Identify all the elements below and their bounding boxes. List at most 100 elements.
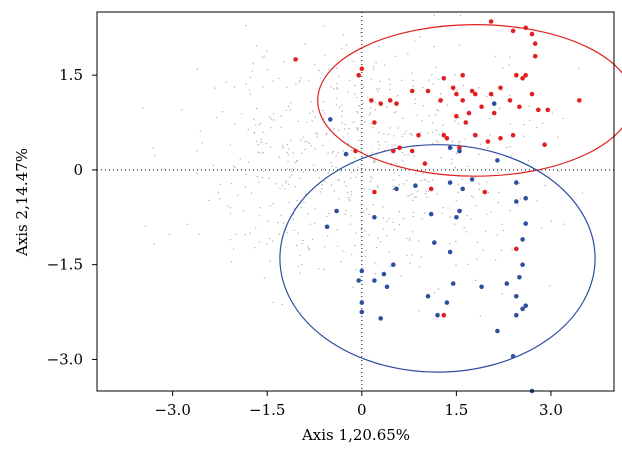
background-point [270, 127, 272, 129]
background-point [528, 105, 530, 107]
background-point [440, 156, 442, 159]
background-point [497, 172, 499, 174]
background-point [335, 166, 337, 168]
background-point [412, 211, 415, 214]
background-point [431, 131, 434, 133]
background-point [470, 218, 472, 220]
background-point [374, 262, 376, 264]
red-data-point [460, 72, 466, 78]
background-point [373, 159, 375, 161]
y-axis-title: Axis 2,14.47% [13, 148, 31, 257]
blue-data-point [334, 208, 339, 214]
background-point [314, 208, 316, 210]
background-point [293, 207, 296, 210]
background-point [350, 253, 353, 256]
background-point [441, 212, 443, 214]
background-point [411, 254, 413, 256]
background-point [337, 152, 339, 154]
background-point [332, 150, 335, 153]
background-point [289, 109, 292, 111]
background-point [536, 200, 538, 202]
blue-data-point [447, 249, 453, 255]
background-point [367, 97, 369, 99]
background-point [196, 68, 198, 70]
background-point [402, 183, 405, 185]
red-data-point [532, 41, 538, 46]
background-point [475, 279, 477, 282]
background-point [433, 170, 435, 173]
background-point [500, 249, 503, 252]
y-tick-label: 0 [73, 161, 83, 179]
background-point [389, 265, 391, 268]
background-point [338, 76, 340, 78]
blue-data-point [514, 312, 519, 318]
background-point [286, 86, 288, 89]
blue-data-point [435, 312, 440, 318]
background-point [353, 170, 355, 172]
background-point [420, 256, 423, 258]
background-point [255, 227, 257, 230]
red-data-point [482, 189, 488, 195]
background-point [498, 191, 500, 194]
background-point [251, 70, 253, 73]
background-point [492, 95, 495, 97]
background-point [282, 146, 284, 149]
background-point [350, 171, 353, 174]
background-point [342, 34, 345, 36]
red-data-point [463, 120, 469, 125]
background-point [245, 173, 247, 176]
background-point [398, 174, 400, 177]
plot-frame [96, 11, 615, 392]
background-point [420, 180, 422, 182]
background-point [487, 192, 490, 194]
background-point [336, 229, 338, 231]
background-point [393, 172, 395, 174]
background-point [262, 151, 264, 154]
background-point [208, 199, 210, 202]
background-point [341, 104, 343, 107]
background-point [262, 86, 264, 88]
background-point [249, 232, 251, 234]
background-point [318, 177, 320, 179]
background-point [267, 220, 269, 223]
red-data-point [510, 28, 516, 34]
background-point [449, 216, 451, 218]
background-point [321, 184, 323, 186]
red-data-point [356, 72, 362, 78]
blue-data-point [514, 294, 519, 299]
background-point [316, 136, 318, 138]
red-data-point [450, 85, 456, 91]
background-point [427, 180, 430, 183]
x-tick-label: 3.0 [539, 401, 563, 419]
blue-data-point [523, 221, 528, 226]
background-point [395, 111, 397, 113]
background-point [313, 223, 316, 225]
background-point [314, 116, 316, 118]
background-point [281, 303, 283, 306]
background-point [296, 160, 298, 162]
background-point [459, 14, 462, 17]
red-data-point [485, 139, 491, 144]
background-point [142, 107, 144, 109]
red-data-point [507, 98, 513, 103]
background-point [422, 105, 424, 107]
background-point [452, 113, 454, 115]
background-point [457, 123, 459, 125]
background-point [300, 139, 302, 141]
red-data-point [444, 136, 450, 141]
background-point [323, 268, 325, 271]
background-point [501, 89, 503, 92]
x-tick-label: 0 [357, 401, 367, 419]
background-point [370, 176, 372, 178]
background-point [486, 95, 488, 98]
background-point [389, 127, 391, 129]
background-point [354, 244, 356, 247]
background-point [269, 260, 271, 262]
blue-data-point [447, 180, 453, 185]
background-point [356, 129, 359, 131]
background-point [272, 80, 274, 83]
background-point [326, 235, 329, 237]
background-point [297, 120, 299, 123]
background-point [506, 146, 508, 149]
background-point [549, 285, 551, 287]
